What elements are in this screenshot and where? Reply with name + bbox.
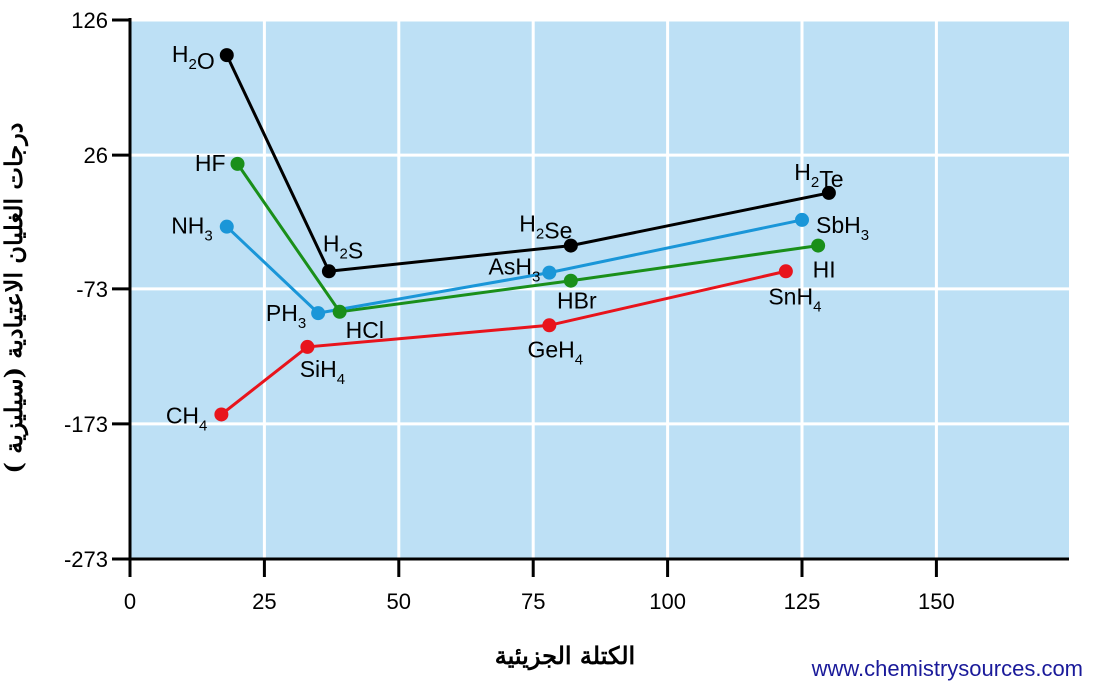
- data-point: [542, 318, 557, 333]
- data-point: [811, 238, 826, 253]
- point-label: HF: [195, 150, 226, 176]
- data-point: [219, 219, 234, 234]
- point-label: H2S: [323, 230, 363, 263]
- point-label: PH3: [266, 300, 306, 332]
- x-tick-label: 150: [918, 589, 955, 614]
- y-axis-title: درجات الغليان الاعتيادية (سيليزية ): [0, 123, 29, 474]
- series-line: [225, 218, 803, 315]
- x-axis-title: الكتلة الجزيئية: [495, 641, 635, 671]
- point-label: NH3: [171, 213, 213, 245]
- axes: [128, 18, 1069, 577]
- grid-lines: [130, 18, 1069, 559]
- series-line: [236, 163, 819, 314]
- data-point: [321, 264, 336, 279]
- x-tick-label: 125: [784, 589, 821, 614]
- data-point: [821, 185, 836, 200]
- point-label: HI: [813, 257, 836, 283]
- series-points: [214, 48, 836, 422]
- data-point: [219, 48, 234, 63]
- data-point: [311, 306, 326, 321]
- point-label: HBr: [557, 288, 597, 314]
- x-tick-label: 100: [649, 589, 686, 614]
- data-point: [332, 304, 347, 319]
- y-tick-label: 126: [71, 8, 108, 33]
- data-point: [563, 273, 578, 288]
- series-lines: [220, 54, 830, 416]
- point-label: CH4: [166, 402, 208, 434]
- y-tick-label: -173: [64, 412, 108, 437]
- data-point: [542, 265, 557, 280]
- point-labels: H2O H2S H2Se H2Te HF HCl HBr HI NH3 PH3 AsH3 SbH3 CH…: [166, 41, 869, 434]
- point-label: HCl: [346, 317, 384, 343]
- x-tick-label: 0: [124, 589, 136, 614]
- data-point: [795, 212, 809, 227]
- y-tick-label: 26: [84, 143, 108, 168]
- data-point: [778, 264, 793, 279]
- y-tick-label: -73: [76, 277, 108, 302]
- data-point: [214, 407, 229, 422]
- x-tick-label: 50: [387, 589, 411, 614]
- point-label: GeH4: [528, 336, 584, 368]
- y-axis-ticks: 126 26 -73 -173 -273: [64, 8, 130, 572]
- x-axis-ticks: 0 25 50 75 100 125 150: [124, 559, 955, 614]
- data-point: [300, 339, 315, 354]
- x-tick-label: 75: [521, 589, 545, 614]
- x-tick-label: 25: [252, 589, 276, 614]
- series-line: [225, 54, 830, 273]
- point-label: SiH4: [300, 356, 345, 388]
- point-label: AsH3: [489, 254, 541, 286]
- data-point: [230, 156, 245, 171]
- y-tick-label: -273: [64, 547, 108, 572]
- point-label: H2O: [172, 41, 215, 74]
- credit-text[interactable]: www.chemistrysources.com: [811, 656, 1083, 681]
- point-label: SnH4: [768, 283, 821, 315]
- data-point: [563, 238, 578, 253]
- point-label: H2Te: [794, 159, 843, 192]
- point-label: SbH3: [816, 212, 869, 244]
- point-label: H2Se: [519, 211, 572, 244]
- series-line: [220, 269, 787, 416]
